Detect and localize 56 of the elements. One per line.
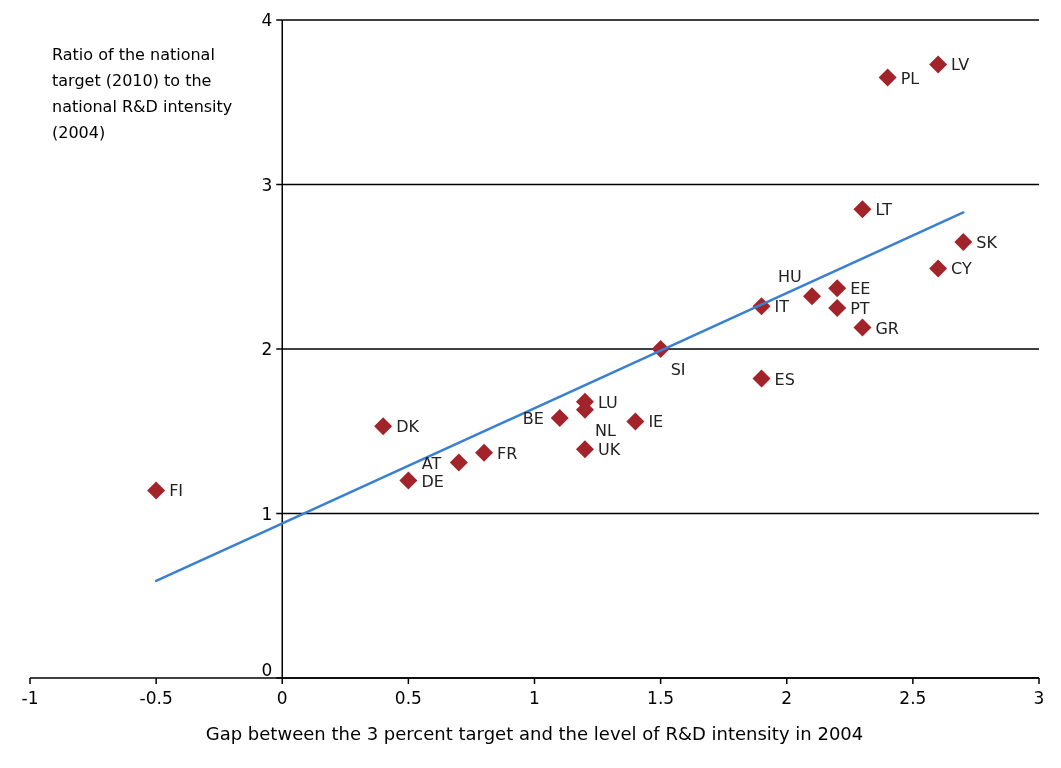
x-tick-label: 3 xyxy=(1033,688,1045,708)
y-tick-label: 0 xyxy=(261,660,273,680)
x-tick-label: 2 xyxy=(781,688,793,708)
point xyxy=(828,279,847,298)
point xyxy=(752,369,771,388)
annotation: SI xyxy=(670,360,686,379)
point xyxy=(954,233,973,252)
x-tick-label: -1 xyxy=(21,688,39,708)
x-tick-label: 0.5 xyxy=(394,688,422,708)
y-axis-title: Ratio of the national target (2010) to the national R&D intensity (2004) xyxy=(52,45,233,142)
point xyxy=(853,318,872,337)
point xyxy=(449,453,468,472)
annotation: BE xyxy=(522,409,544,429)
x-axis-title: Gap between the 3 percent target and the level of R&D intensity in 2004 xyxy=(205,723,864,744)
x-tick-label: 1.5 xyxy=(647,688,675,708)
annotation: HU xyxy=(777,267,802,287)
annotation: NL xyxy=(594,420,616,440)
annotation: ES xyxy=(774,369,795,389)
annotation: DK xyxy=(396,417,420,437)
x-tick-label: 0 xyxy=(276,688,288,708)
y-tick-label: 2 xyxy=(261,339,273,359)
annotation: CY xyxy=(951,259,972,279)
annotation: EE xyxy=(850,279,871,299)
point xyxy=(147,481,166,500)
point xyxy=(550,409,569,428)
point xyxy=(929,259,948,278)
x-tick-label: 2.5 xyxy=(899,688,927,708)
point xyxy=(626,412,645,431)
x-tick-label: 1 xyxy=(529,688,540,708)
point xyxy=(475,443,494,462)
annotation: LU xyxy=(597,392,618,412)
annotation: DE xyxy=(421,471,444,491)
point xyxy=(802,287,821,306)
annotation: AT xyxy=(421,453,442,473)
annotation: PL xyxy=(900,68,920,88)
point xyxy=(399,471,418,490)
point xyxy=(853,200,872,219)
annotation: SK xyxy=(976,233,998,253)
point xyxy=(828,298,847,317)
annotation: FR xyxy=(497,443,518,463)
y-tick-label: 3 xyxy=(261,174,273,195)
point xyxy=(929,55,948,74)
annotation: UK xyxy=(597,440,621,460)
annotation: PT xyxy=(850,298,870,318)
annotation: FI xyxy=(169,481,184,501)
annotation: LV xyxy=(951,55,970,75)
y-tick-label: 4 xyxy=(261,10,273,30)
point xyxy=(575,440,594,459)
point xyxy=(374,417,393,436)
x-tick-label: -0.5 xyxy=(139,688,173,708)
annotation: IE xyxy=(648,412,664,432)
annotation: IT xyxy=(774,297,790,317)
point xyxy=(878,68,897,87)
annotation: LT xyxy=(875,200,893,220)
annotation: GR xyxy=(875,318,899,338)
y-tick-label: 1 xyxy=(261,503,273,524)
